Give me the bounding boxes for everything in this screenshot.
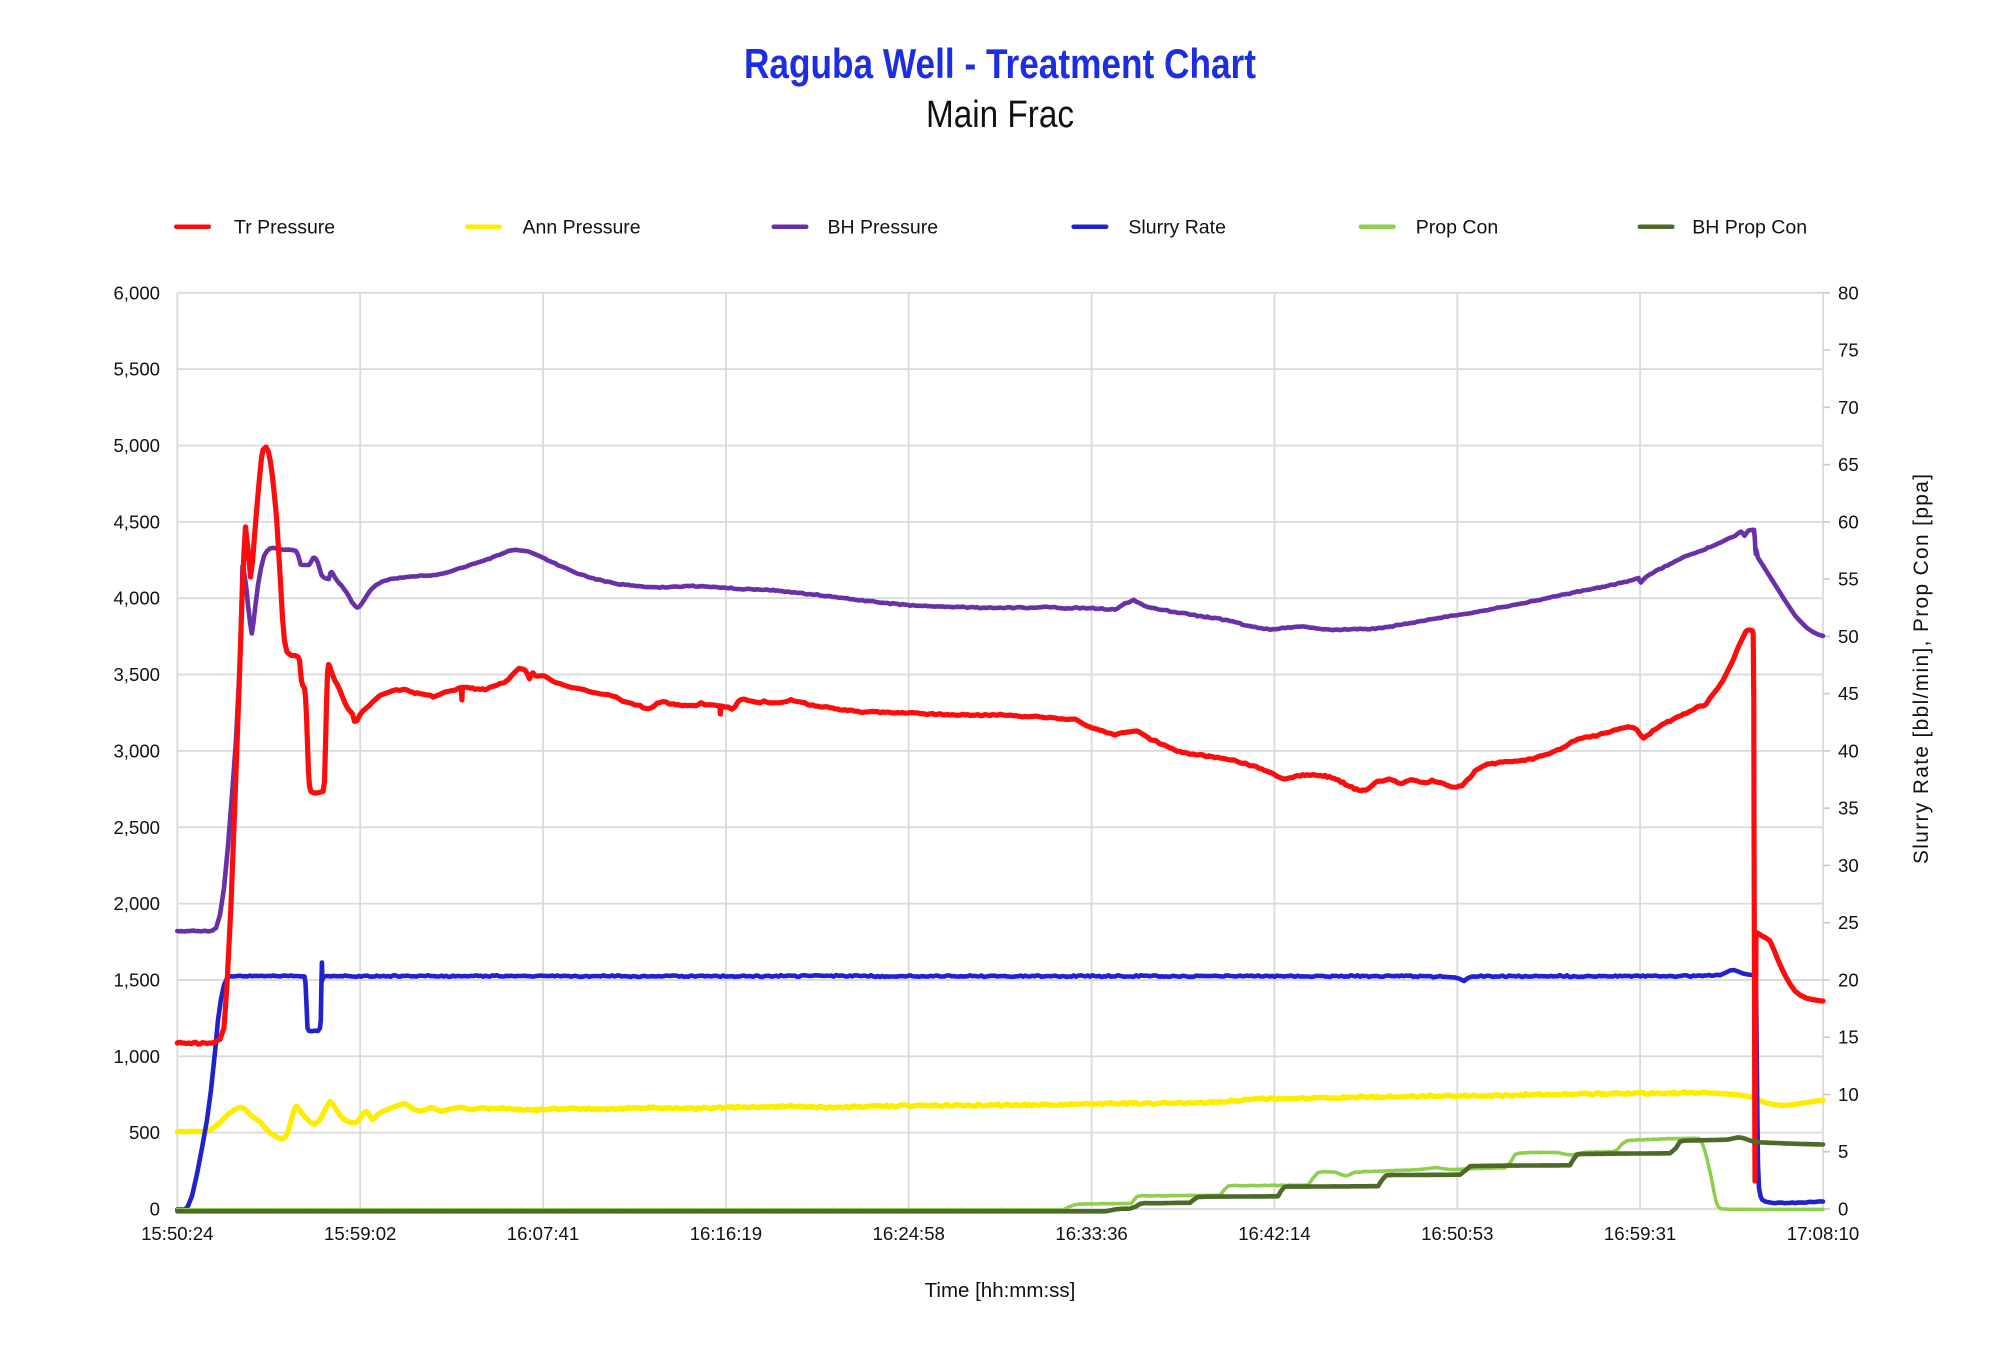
svg-text:17:08:10: 17:08:10: [1787, 1223, 1859, 1244]
svg-text:Main Frac: Main Frac: [926, 94, 1074, 136]
svg-text:16:33:36: 16:33:36: [1055, 1223, 1127, 1244]
svg-text:BH Prop Con: BH Prop Con: [1692, 217, 1807, 239]
svg-text:80: 80: [1838, 282, 1859, 303]
svg-text:15:50:24: 15:50:24: [141, 1223, 213, 1244]
svg-text:2,000: 2,000: [113, 893, 160, 914]
svg-text:40: 40: [1838, 740, 1859, 761]
svg-text:30: 30: [1838, 855, 1859, 876]
svg-text:3,000: 3,000: [113, 740, 160, 761]
svg-text:BH Pressure: BH Pressure: [828, 217, 939, 239]
svg-text:Tr Pressure: Tr Pressure: [234, 217, 335, 239]
svg-text:45: 45: [1838, 683, 1859, 704]
svg-text:16:16:19: 16:16:19: [690, 1223, 762, 1244]
svg-text:15:59:02: 15:59:02: [324, 1223, 396, 1244]
svg-text:Raguba Well - Treatment Chart: Raguba Well - Treatment Chart: [744, 40, 1256, 87]
svg-text:35: 35: [1838, 798, 1859, 819]
svg-text:55: 55: [1838, 569, 1859, 590]
svg-text:70: 70: [1838, 397, 1859, 418]
svg-text:60: 60: [1838, 511, 1859, 532]
svg-text:Slurry Rate [bbl/min], Prop Co: Slurry Rate [bbl/min], Prop Con [ppa]: [1910, 474, 1933, 864]
svg-text:5,500: 5,500: [113, 359, 160, 380]
svg-text:Prop Con: Prop Con: [1416, 217, 1498, 239]
svg-text:0: 0: [1838, 1199, 1848, 1220]
svg-text:3,500: 3,500: [113, 664, 160, 685]
svg-text:1,000: 1,000: [113, 1046, 160, 1067]
svg-text:4,500: 4,500: [113, 511, 160, 532]
svg-text:15: 15: [1838, 1027, 1859, 1048]
svg-text:65: 65: [1838, 454, 1859, 475]
svg-text:10: 10: [1838, 1084, 1859, 1105]
svg-text:75: 75: [1838, 340, 1859, 361]
svg-text:Time [hh:mm:ss]: Time [hh:mm:ss]: [925, 1279, 1076, 1302]
svg-text:5: 5: [1838, 1141, 1848, 1162]
svg-text:500: 500: [129, 1122, 160, 1143]
svg-text:16:50:53: 16:50:53: [1421, 1223, 1493, 1244]
svg-text:50: 50: [1838, 626, 1859, 647]
svg-text:5,000: 5,000: [113, 435, 160, 456]
svg-text:25: 25: [1838, 912, 1859, 933]
svg-text:Slurry Rate: Slurry Rate: [1128, 217, 1226, 239]
svg-text:20: 20: [1838, 970, 1859, 991]
svg-text:16:07:41: 16:07:41: [507, 1223, 579, 1244]
svg-text:6,000: 6,000: [113, 282, 160, 303]
svg-text:2,500: 2,500: [113, 817, 160, 838]
svg-text:16:24:58: 16:24:58: [873, 1223, 945, 1244]
svg-text:4,000: 4,000: [113, 588, 160, 609]
svg-text:16:42:14: 16:42:14: [1238, 1223, 1310, 1244]
svg-text:0: 0: [150, 1199, 160, 1220]
svg-text:Ann Pressure: Ann Pressure: [523, 217, 641, 239]
svg-text:16:59:31: 16:59:31: [1604, 1223, 1676, 1244]
svg-text:1,500: 1,500: [113, 970, 160, 991]
